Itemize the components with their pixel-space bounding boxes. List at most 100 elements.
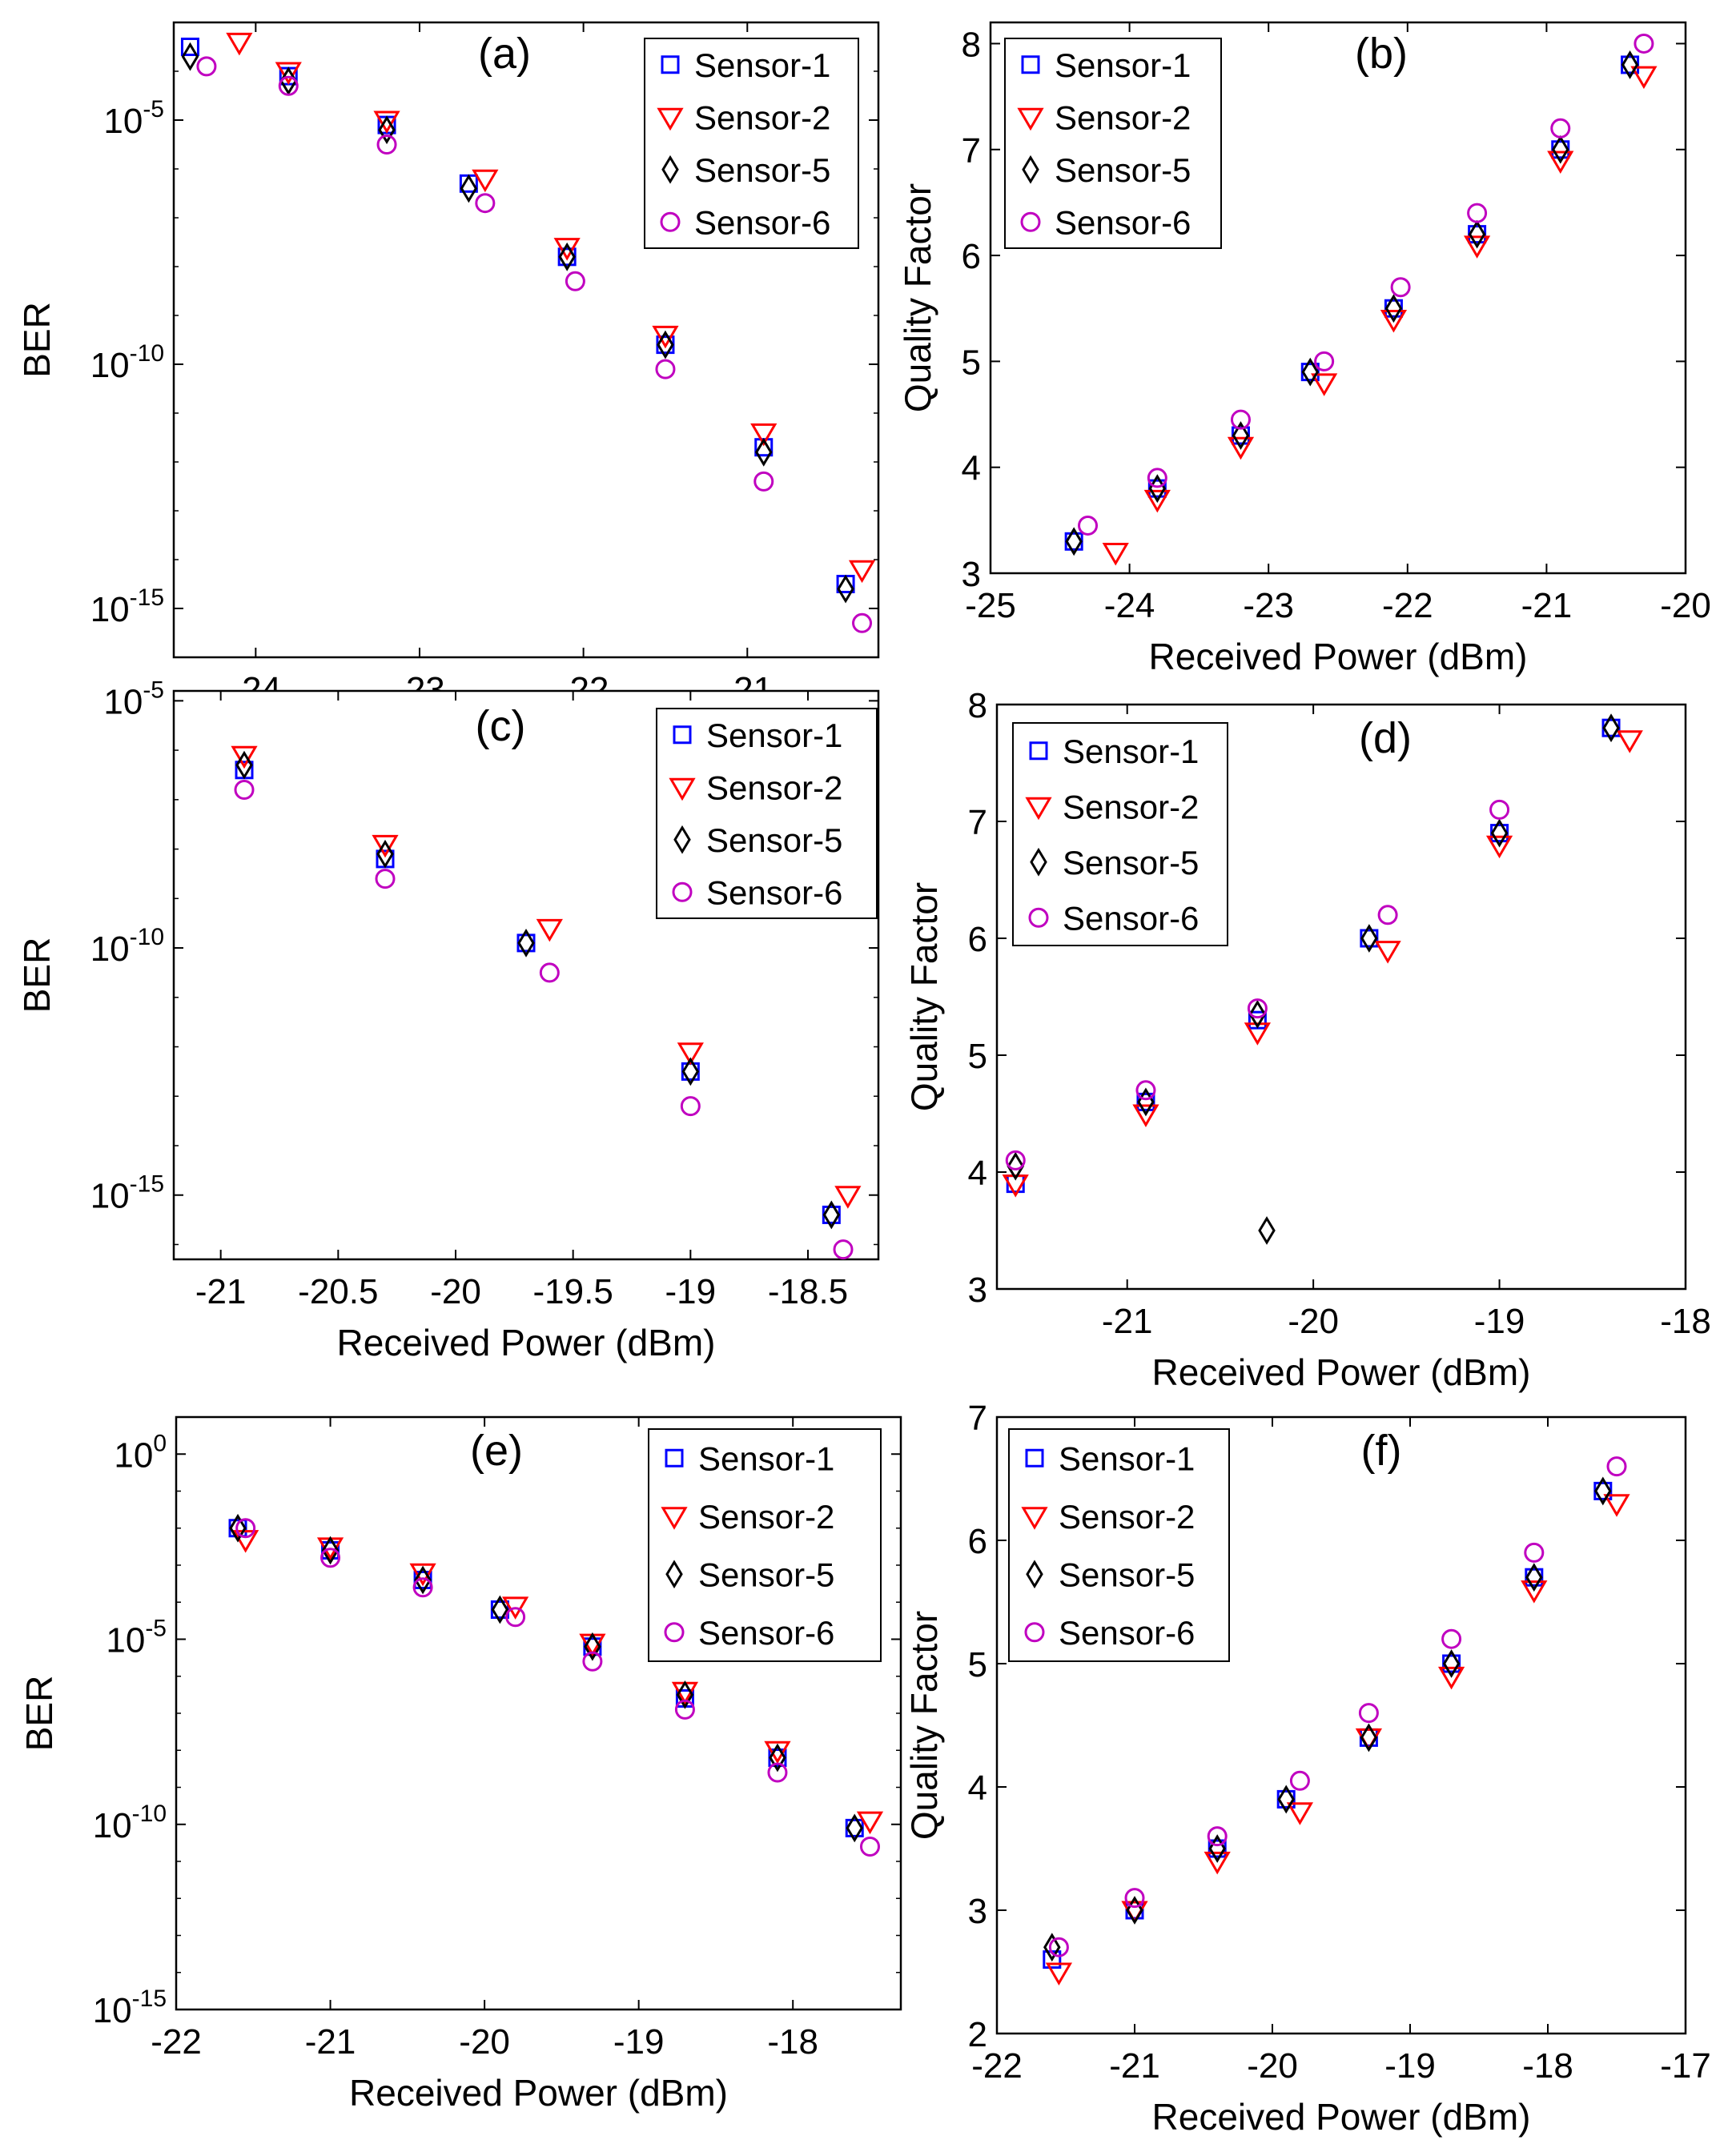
data-point [1489,799,1510,820]
data-point [1463,235,1491,259]
x-tick-label: -22 [971,2046,1023,2086]
y-tick-label: 10-5 [106,1616,167,1660]
data-point [1377,905,1398,925]
data-point [1374,941,1401,964]
data-point [180,38,199,56]
data-point [409,1563,436,1587]
data-point [460,174,478,203]
y-axis-label: Quality Factor [903,1611,945,1840]
panel-c: -21 -20.5 -20 -19.5 -19 -18.5 10-15 10-10 10-5 Re… [16,677,880,1363]
x-tick-label: -18 [767,2022,818,2062]
data-point [1634,33,1654,54]
y-tick-label: 10-5 [103,96,164,141]
data-point [1485,835,1513,859]
y-tick-label: 10-10 [90,924,164,969]
y-tick-label: 4 [962,449,981,488]
legend-box [1004,38,1222,249]
data-point [372,834,399,858]
legend-marker-sensor-2 [657,107,684,131]
data-point [1135,1080,1156,1101]
panel-d: -21 -20 -19 -18 3 4 5 6 7 8 Received Power (dBm) Qu… [903,686,1711,1393]
data-point [1232,421,1250,450]
legend-label: Sensor-2 [706,769,842,806]
y-tick-label: 4 [968,1769,987,1808]
data-point [1277,1785,1295,1814]
x-tick-label: -21 [1102,1302,1153,1341]
data-point [852,612,873,633]
x-tick-label: -22 [151,2022,202,2062]
legend-marker-sensor-2 [669,777,696,801]
y-tick-label: 10-5 [103,677,164,721]
legend-box [1008,1428,1230,1662]
panel-title: (f) [1361,1427,1402,1475]
data-point [1525,1563,1543,1592]
data-point [764,1741,791,1765]
legend-label: Sensor-6 [698,1614,834,1652]
data-point [1132,1104,1159,1127]
y-tick-label: 10-15 [90,1171,164,1216]
data-point [1258,1216,1276,1245]
data-point [1002,1174,1029,1198]
y-tick-label: 6 [968,920,987,959]
data-point [1621,50,1639,79]
data-point [373,110,400,134]
x-tick-label: -19 [665,1272,717,1311]
legend: Sensor-1 Sensor-2 Sensor-5 Sensor-6 [644,38,859,249]
panel-b: -25 -24 -23 -22 -21 -20 3 4 5 6 7 8 Received Power (… [897,21,1711,677]
x-axis-label: Received Power (dBm) [1149,636,1528,677]
legend-marker-sensor-6 [664,1622,685,1643]
data-point [1360,924,1378,953]
legend-label: Sensor-1 [698,1439,834,1477]
data-point [558,242,576,271]
data-point [231,745,258,769]
x-tick-label: -21 [195,1272,247,1311]
y-tick-label: 8 [962,25,981,64]
data-point [1244,1022,1272,1046]
data-point [677,1042,704,1066]
data-point [1490,818,1509,848]
legend-label: Sensor-2 [1055,98,1191,136]
series-sensor-2 [1002,730,1643,1198]
y-axis-label: BER [16,302,58,378]
legend-marker-sensor-1 [661,55,680,74]
y-tick-label: 6 [968,1522,987,1561]
legend-label: Sensor-5 [1055,151,1191,189]
data-point [1437,1666,1465,1690]
legend-label: Sensor-5 [706,821,842,859]
y-tick-label: 4 [968,1154,987,1193]
y-axis-label: BER [16,938,58,1014]
data-point [378,115,396,145]
data-point [1289,1770,1310,1791]
data-point [1524,1542,1545,1563]
x-axis-label: Received Power (dBm) [337,1322,716,1363]
y-tick-label: 2 [968,2015,987,2054]
y-tick-label: 5 [968,1645,987,1684]
series-sensor-5 [181,42,854,604]
legend-marker-sensor-6 [1028,907,1049,928]
legend-marker-sensor-2 [1021,1507,1048,1530]
y-tick-label: 3 [962,555,981,594]
legend-marker-sensor-2 [1017,107,1044,131]
series-sensor-6 [196,56,873,633]
data-point [834,1186,862,1209]
legend-box [644,38,859,249]
data-point [1143,489,1171,513]
data-point [1043,1933,1061,1962]
y-tick-label: 5 [962,343,981,382]
y-tick-label: 3 [968,1271,987,1310]
series-sensor-2 [1102,66,1658,566]
x-tick-label: -22 [1382,586,1433,625]
data-point [848,560,876,584]
data-point [414,1565,432,1595]
x-tick-label: -25 [965,586,1016,625]
legend-marker-sensor-2 [1025,797,1052,821]
panel-f: -22 -21 -20 -19 -18 -17 2 3 4 5 6 7 Received Power (… [903,1399,1711,2138]
data-point [1384,294,1403,323]
y-tick-label: 10-10 [93,1801,167,1845]
x-tick-label: -18 [1660,1302,1711,1341]
series-sensor-2 [231,745,862,1209]
data-point [1442,1649,1461,1678]
x-tick-label: -19 [1384,2046,1436,2086]
legend-label: Sensor-5 [1059,1556,1195,1593]
series-sensor-6 [235,1518,880,1857]
